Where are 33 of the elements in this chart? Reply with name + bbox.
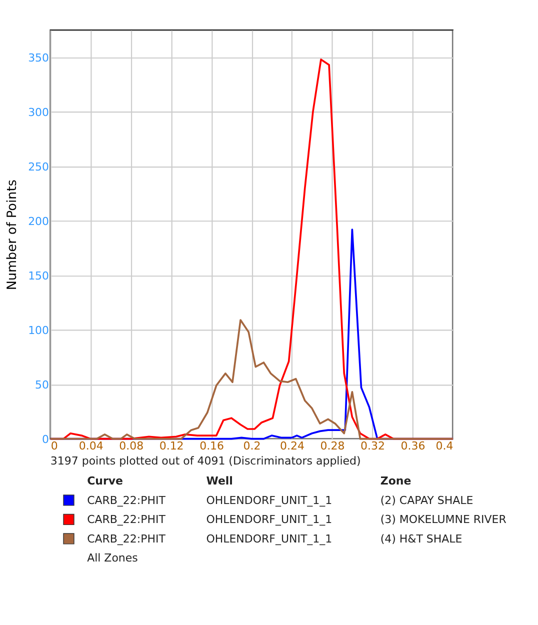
text: 3197 points plotted out of 4091 (Discriminators applied): [50, 454, 361, 468]
y-tick-label: 200: [28, 214, 50, 228]
y-tick-label: 150: [28, 269, 50, 282]
text: (2) CAPAY SHALE: [380, 494, 474, 507]
x-tick-label: 0.32: [360, 439, 385, 452]
text: (4) H&T SHALE: [380, 532, 462, 546]
text: All Zones: [87, 552, 138, 565]
legend-label: CARB_22:PHIT: [87, 513, 166, 526]
x-tick-label: 0.16: [200, 439, 224, 452]
x-tick-label: 0.28: [320, 439, 345, 452]
text: (3) MOKELUMNE RIVER: [380, 513, 507, 526]
text: Zone: [380, 474, 412, 488]
y-tick-label: 300: [28, 106, 50, 119]
x-tick-label: 0.24: [280, 439, 305, 452]
x-tick-label: 0.36: [400, 439, 426, 452]
x-tick-label: 0.4: [436, 439, 454, 452]
y-axis-title: Number of Points: [5, 179, 20, 290]
y-tick-label: 100: [28, 324, 50, 337]
y-tick-label: 350: [28, 51, 50, 64]
x-tick-label: 0.2: [243, 439, 261, 452]
x-tick-label: 0.08: [119, 439, 144, 452]
x-tick-label: 0.04: [78, 439, 104, 452]
legend-label: CARB_22:PHIT: [87, 494, 166, 507]
text: OHLENDORF_UNIT_1_1: [206, 532, 332, 546]
legend-label: CARB_22:PHIT: [87, 532, 166, 546]
text: Well: [206, 474, 233, 488]
text: OHLENDORF_UNIT_1_1: [206, 513, 332, 526]
y-tick-label: 250: [28, 160, 50, 174]
x-tick-label: 0.12: [159, 439, 184, 452]
x-tick-label: 0: [50, 439, 58, 452]
text: OHLENDORF_UNIT_1_1: [206, 494, 332, 507]
y-tick-label: 50: [35, 378, 50, 392]
legend-title: Curve: [87, 474, 123, 488]
